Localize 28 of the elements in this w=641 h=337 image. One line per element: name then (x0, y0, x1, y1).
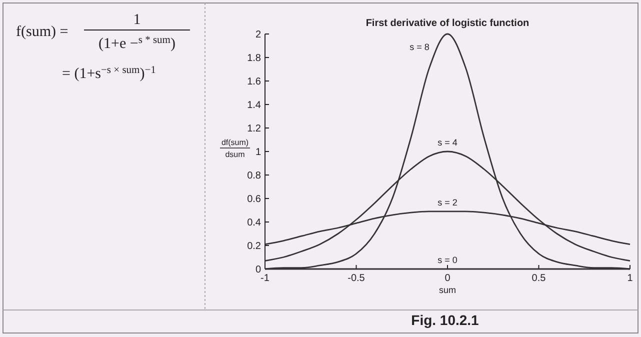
y-tick-label: 1.2 (247, 124, 262, 134)
series-label: s = 2 (438, 197, 458, 208)
y-tick-label: 0.8 (247, 170, 262, 182)
y-tick-label: 1.8 (247, 53, 262, 64)
x-tick-label: -1 (260, 273, 270, 284)
y-tick-label: 0.4 (247, 218, 262, 228)
x-tick-label: 1 (627, 273, 634, 284)
y-tick-label: 0 (255, 264, 262, 276)
y-tick-label: 2 (255, 30, 262, 40)
x-axis-title: sum (438, 285, 456, 295)
y-tick-label: 0.2 (247, 241, 262, 252)
y-tick-label: 1.6 (247, 76, 262, 88)
y-tick-label: 1 (255, 147, 262, 158)
x-tick-label: 0 (444, 273, 451, 284)
chart-title: First derivative of logistic function (366, 18, 530, 29)
series-label: s = 0 (438, 255, 458, 265)
text: 1 (133, 12, 141, 28)
text: (1+e −$^{s * sum}$) (98, 34, 176, 52)
y-tick-label: 0.6 (247, 194, 262, 205)
y-axis-title: df(sum) dsum (221, 138, 249, 159)
series-label: s = 4 (438, 138, 458, 148)
caption: Fig. 10.2.1 (411, 312, 480, 328)
text: = (1+s$^{−s × sum}$)$^{−1}$ (62, 64, 156, 82)
x-tick-label: -0.5 (348, 273, 366, 284)
series-label: s = 8 (410, 42, 430, 52)
y-tick-label: 1.4 (247, 100, 262, 111)
text: f(sum) = (16, 24, 68, 40)
x-tick-label: 0.5 (532, 273, 546, 284)
